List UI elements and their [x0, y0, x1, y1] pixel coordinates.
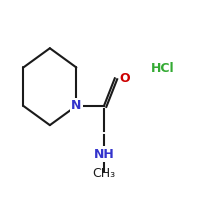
Text: N: N	[71, 99, 82, 112]
Text: NH: NH	[94, 148, 114, 161]
Text: CH₃: CH₃	[92, 167, 116, 180]
Text: O: O	[120, 72, 130, 85]
Text: HCl: HCl	[151, 62, 175, 75]
